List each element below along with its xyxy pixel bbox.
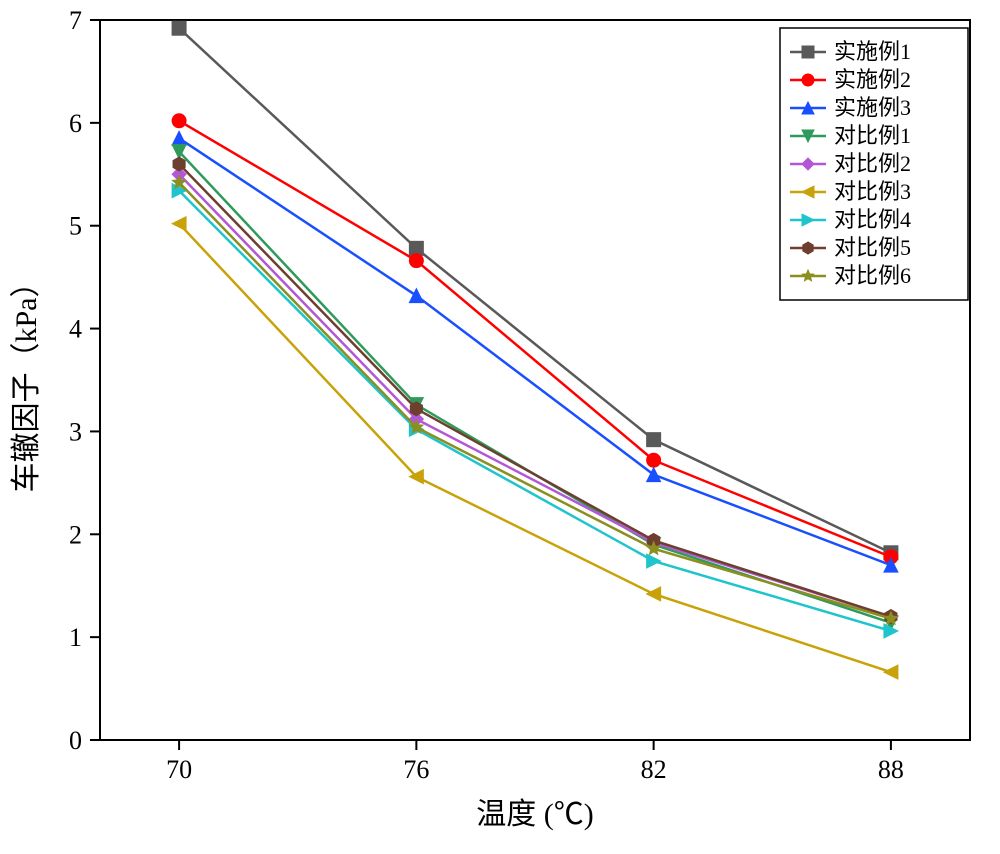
x-tick-label: 76 [403,755,429,784]
x-tick-label: 88 [878,755,904,784]
legend-label: 对比例6 [834,263,911,288]
y-tick-label: 7 [69,6,82,35]
y-tick-label: 3 [69,417,82,446]
legend: 实施例1 实施例2 实施例3 对比例1 对比例2 对比例3 对比例4 对比例5 对比例6 [780,28,968,300]
line-chart: 70768288温度 (℃)01234567车辙因子（kPa）实施例1实施例2实… [0,0,1000,854]
chart-container: 70768288温度 (℃)01234567车辙因子（kPa）实施例1实施例2实… [0,0,1000,854]
legend-label: 对比例3 [834,179,911,204]
legend-label: 对比例5 [834,235,911,260]
legend-label: 实施例3 [834,95,911,120]
x-tick-label: 70 [166,755,192,784]
x-tick-label: 82 [641,755,667,784]
y-axis-label: 车辙因子（kPa） [10,268,43,493]
y-tick-label: 6 [69,109,82,138]
legend-label: 对比例1 [834,123,911,148]
legend-label: 实施例1 [834,39,911,64]
y-tick-label: 4 [69,315,82,344]
y-tick-label: 2 [69,520,82,549]
y-tick-label: 0 [69,726,82,755]
x-axis-label: 温度 (℃) [476,798,593,831]
legend-label: 实施例2 [834,67,911,92]
y-tick-label: 1 [69,623,82,652]
legend-label: 对比例4 [834,207,911,232]
legend-label: 对比例2 [834,151,911,176]
y-tick-label: 5 [69,212,82,241]
